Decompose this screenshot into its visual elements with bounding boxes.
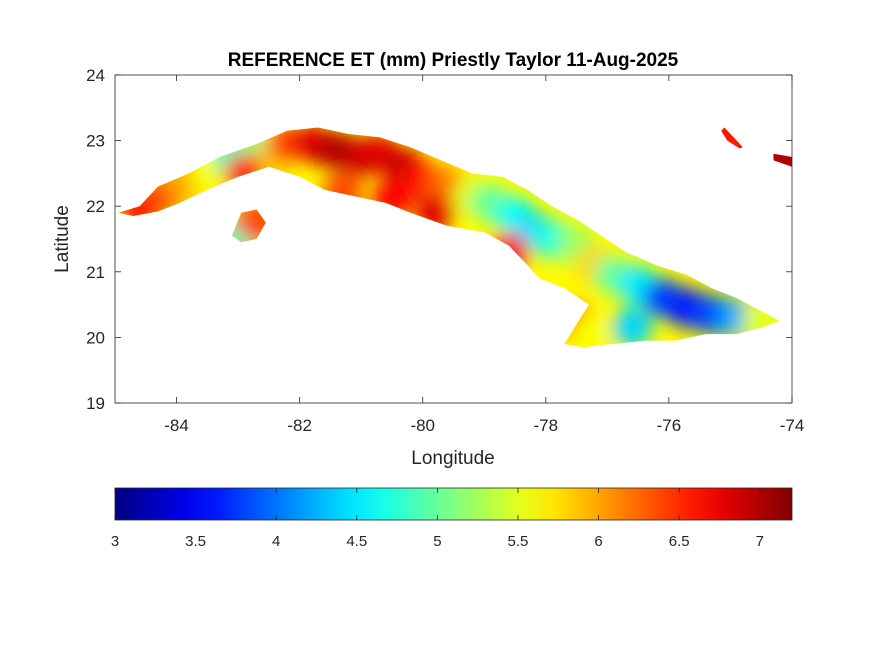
y-tick-label: 23 [86, 132, 105, 151]
colorbar-tick-label: 6 [594, 533, 602, 550]
et-sample-point [721, 127, 743, 149]
colorbar-tick-label: 6.5 [669, 533, 690, 550]
x-axis: -84 -82 -80 -78 -76 -74 [164, 75, 804, 435]
x-axis-label: Longitude [411, 448, 494, 469]
et-sample-point [568, 314, 609, 348]
et-sample-point [236, 209, 266, 243]
x-tick-label: -74 [780, 416, 805, 435]
x-tick-label: -78 [534, 416, 559, 435]
colorbar-tick-label: 5 [433, 533, 441, 550]
axes-box [114, 74, 793, 404]
map-title: REFERENCE ET (mm) Priestly Taylor 11-Aug… [228, 50, 679, 71]
colorbar-tick-label: 3 [111, 533, 119, 550]
x-tick-label: -82 [287, 416, 312, 435]
colorbar-ticks: 3 3.5 4 4.5 5 5.5 6 6.5 7 [111, 488, 764, 550]
y-tick-label: 22 [86, 197, 105, 216]
region-east-edge-fragment [773, 153, 792, 167]
et-sample-point [773, 153, 792, 167]
region-north-east-islet [721, 127, 743, 149]
colorbar-tick-label: 5.5 [508, 533, 529, 550]
y-tick-label: 20 [86, 328, 105, 347]
colorbar-tick-label: 4 [272, 533, 280, 550]
y-tick-label: 24 [86, 66, 105, 85]
x-tick-label: -80 [410, 416, 435, 435]
y-tick-label: 19 [86, 394, 105, 413]
colorbar-tick-label: 4.5 [346, 533, 367, 550]
colorbar-tick-label: 3.5 [185, 533, 206, 550]
x-tick-label: -76 [657, 416, 682, 435]
et-sample-point [612, 307, 652, 348]
y-axis: 19 20 21 22 23 24 [86, 66, 792, 413]
x-tick-label: -84 [164, 416, 189, 435]
colorbar [114, 487, 793, 521]
colorbar-tick-label: 7 [756, 533, 764, 550]
y-axis-label: Latitude [52, 205, 73, 273]
y-tick-label: 21 [86, 263, 105, 282]
plot-area [115, 75, 792, 403]
